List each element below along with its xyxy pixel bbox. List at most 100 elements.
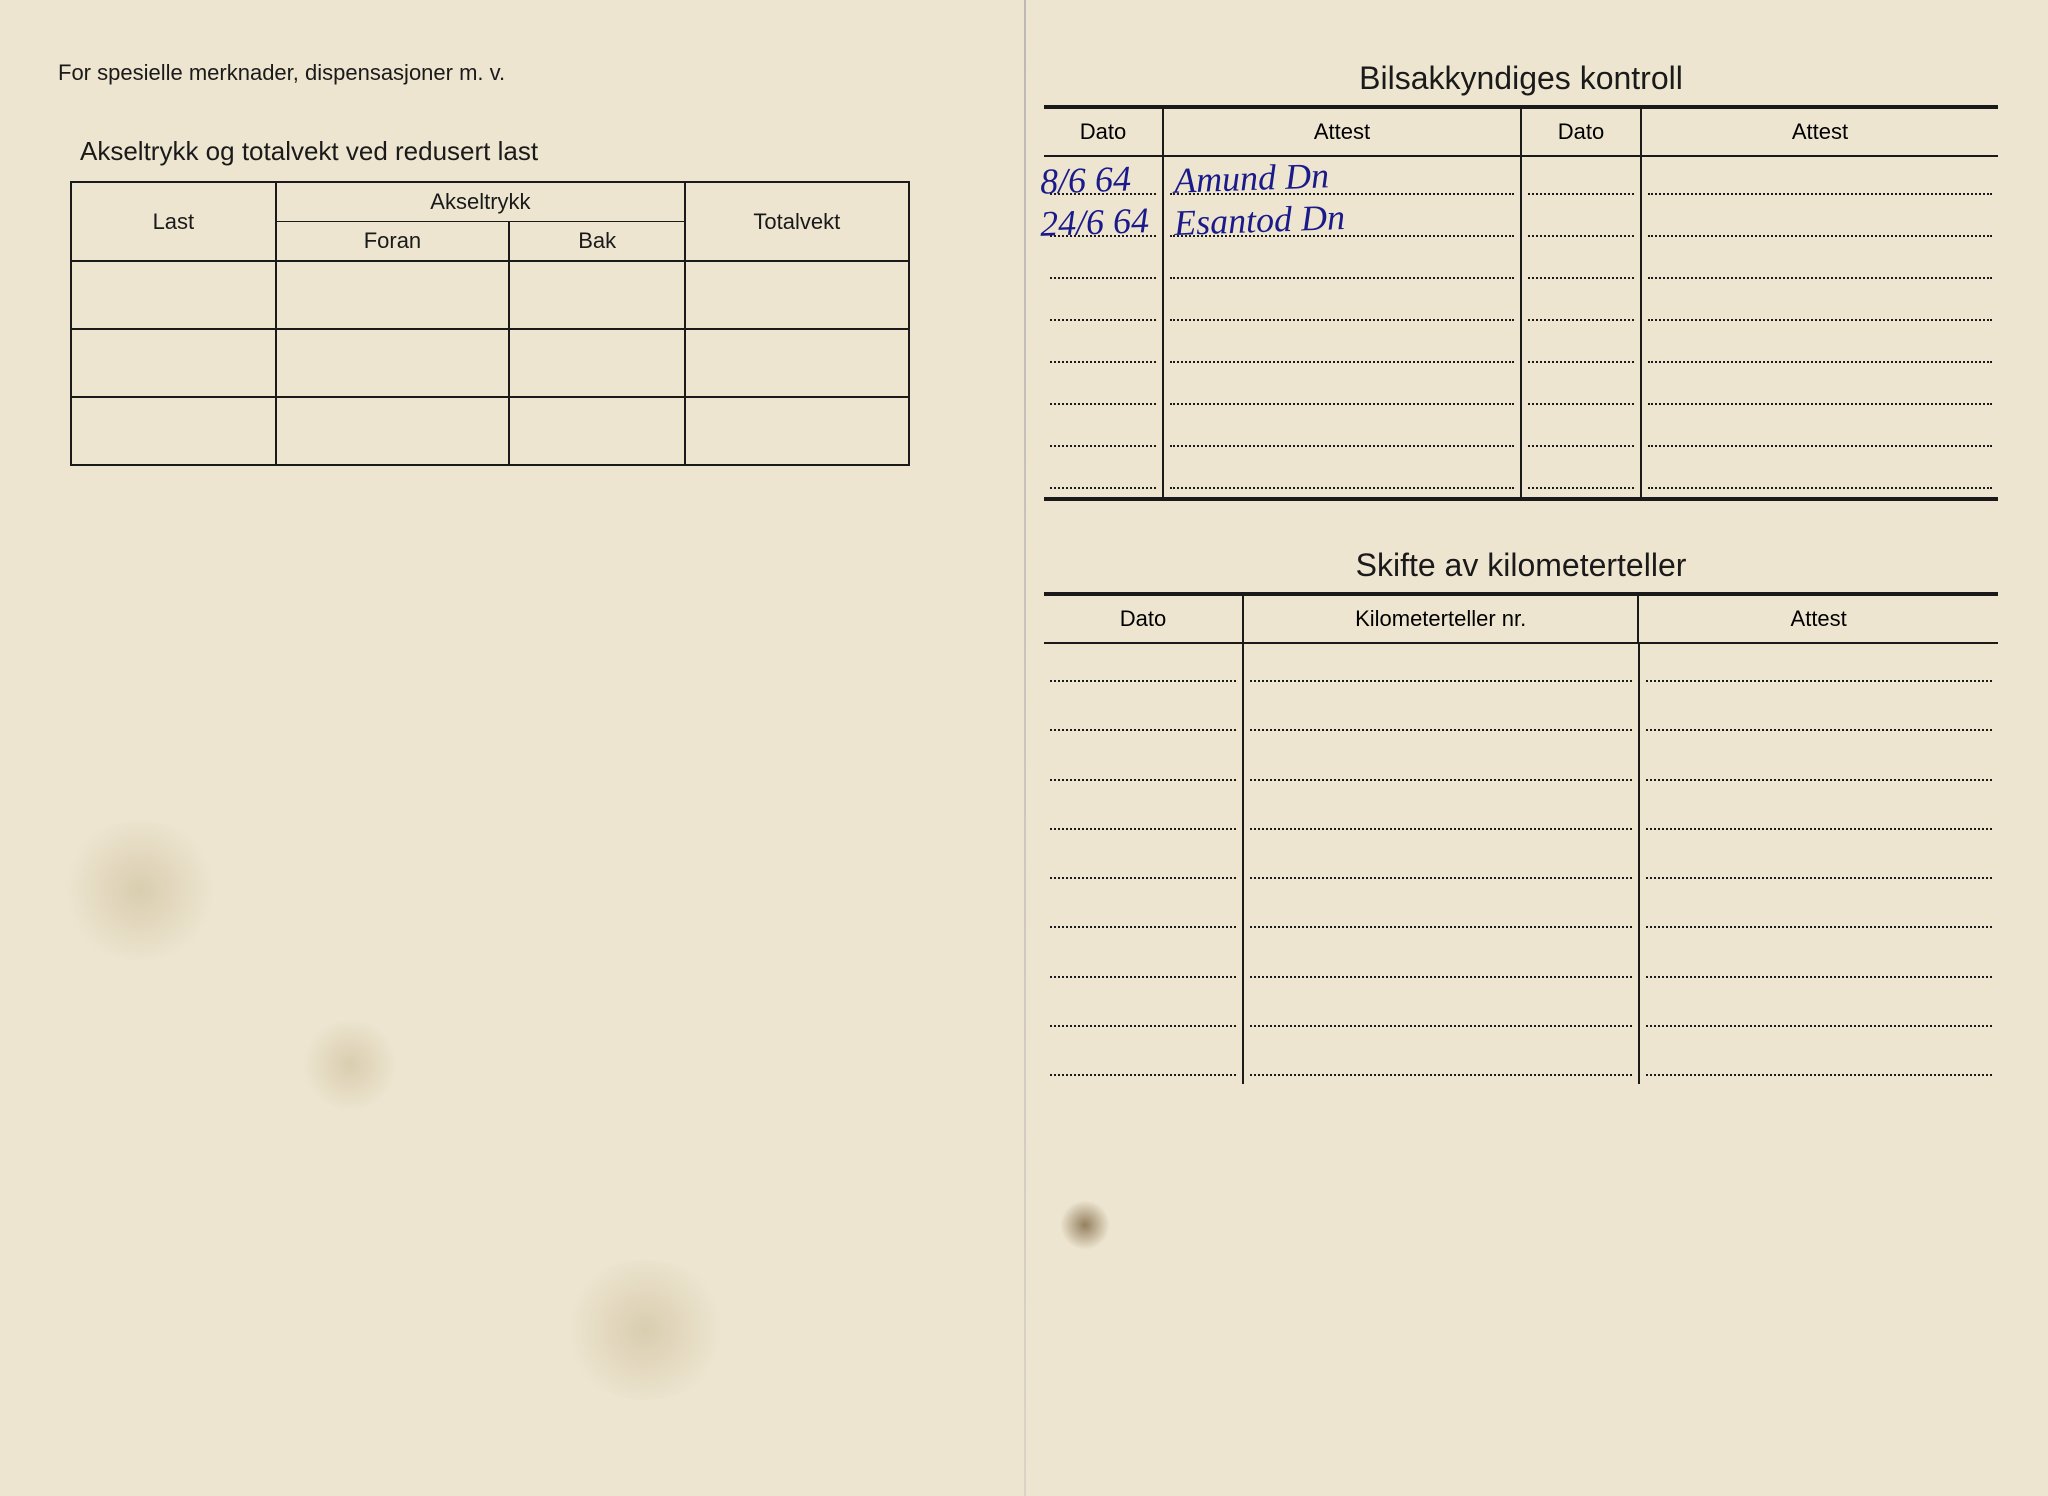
col-last: Last [71,182,276,261]
col-foran: Foran [276,222,509,262]
dotted-line [1646,976,1992,978]
dotted-line [1250,729,1632,731]
right-page: Bilsakkyndiges kontroll Dato Attest Dato… [1044,60,1998,1456]
dotted-line [1528,277,1634,279]
dotted-line [1050,361,1156,363]
cell-foran [276,261,509,329]
dotted-line [1648,403,1992,405]
cell-totalvekt [685,329,908,397]
col-attest: Attest [1639,596,1998,642]
dotted-line [1050,729,1236,731]
dotted-line [1250,926,1632,928]
col-attest: Attest [1642,109,1998,155]
dotted-line [1250,828,1632,830]
dotted-line [1050,487,1156,489]
dotted-line [1050,976,1236,978]
dotted-line [1646,877,1992,879]
cell-last [71,397,276,465]
dotted-line [1170,361,1514,363]
dotted-line [1648,487,1992,489]
dotted-line [1648,277,1992,279]
kontroll-dato-col-1: 8/6 64 24/6 64 [1044,157,1164,497]
skifte-header-row: Dato Kilometerteller nr. Attest [1044,596,1998,644]
dotted-line [1050,319,1156,321]
dotted-line [1250,680,1632,682]
dotted-line [1170,487,1514,489]
handwritten-signature: Esantod Dn [1173,196,1345,244]
dotted-line [1648,235,1992,237]
dotted-line [1646,1074,1992,1076]
cell-bak [509,261,685,329]
col-attest: Attest [1164,109,1522,155]
col-dato: Dato [1522,109,1642,155]
dotted-line [1050,779,1236,781]
dotted-line [1250,1025,1632,1027]
dotted-line [1170,277,1514,279]
kontroll-dato-col-2 [1522,157,1642,497]
kontroll-attest-col-2 [1642,157,1998,497]
dotted-line [1528,235,1634,237]
skifte-dato-col [1044,644,1244,1084]
dotted-line [1646,926,1992,928]
col-akseltrykk: Akseltrykk [276,182,685,222]
dotted-line [1648,319,1992,321]
skifte-km-col [1244,644,1640,1084]
col-dato: Dato [1044,109,1164,155]
dotted-line [1646,680,1992,682]
skifte-body [1044,644,1998,1084]
skifte-table: Dato Kilometerteller nr. Attest [1044,592,1998,1084]
cell-foran [276,329,509,397]
dotted-line [1250,877,1632,879]
kontroll-title: Bilsakkyndiges kontroll [1044,60,1998,97]
axle-load-table: Last Akseltrykk Totalvekt Foran Bak [70,181,910,466]
axle-table-title: Akseltrykk og totalvekt ved redusert las… [80,136,1004,167]
cell-foran [276,397,509,465]
dotted-line [1170,445,1514,447]
cell-last [71,329,276,397]
kontroll-attest-col-1: Amund Dn Esantod Dn [1164,157,1522,497]
dotted-line [1648,193,1992,195]
dotted-line [1050,1074,1236,1076]
dotted-line [1050,445,1156,447]
dotted-line [1170,403,1514,405]
dotted-line [1646,779,1992,781]
dotted-line [1646,1025,1992,1027]
dotted-line [1050,1025,1236,1027]
dotted-line [1050,680,1236,682]
dotted-line [1050,403,1156,405]
special-notes-label: For spesielle merknader, dispensasjoner … [58,60,1004,86]
col-totalvekt: Totalvekt [685,182,908,261]
document-page: For spesielle merknader, dispensasjoner … [0,0,2048,1496]
cell-totalvekt [685,261,908,329]
dotted-line [1646,729,1992,731]
dotted-line [1050,828,1236,830]
dotted-line [1528,361,1634,363]
dotted-line [1250,1074,1632,1076]
dotted-line [1528,403,1634,405]
skifte-title: Skifte av kilometerteller [1044,547,1998,584]
cell-bak [509,329,685,397]
dotted-line [1170,319,1514,321]
dotted-line [1050,877,1236,879]
dotted-line [1050,277,1156,279]
dotted-line [1528,487,1634,489]
table-row [71,329,909,397]
dotted-line [1528,445,1634,447]
dotted-line [1528,319,1634,321]
table-row [71,261,909,329]
handwritten-date: 8/6 64 [1039,157,1131,202]
handwritten-signature: Amund Dn [1173,154,1329,201]
col-bak: Bak [509,222,685,262]
col-dato: Dato [1044,596,1244,642]
kontroll-header-row: Dato Attest Dato Attest [1044,109,1998,157]
dotted-line [1646,828,1992,830]
cell-bak [509,397,685,465]
cell-last [71,261,276,329]
dotted-line [1050,926,1236,928]
dotted-line [1250,976,1632,978]
table-row [71,397,909,465]
left-page: For spesielle merknader, dispensasjoner … [50,60,1004,1456]
dotted-line [1528,193,1634,195]
kontroll-body: 8/6 64 24/6 64 Amund Dn Esantod Dn [1044,157,1998,497]
handwritten-date: 24/6 64 [1039,199,1149,245]
